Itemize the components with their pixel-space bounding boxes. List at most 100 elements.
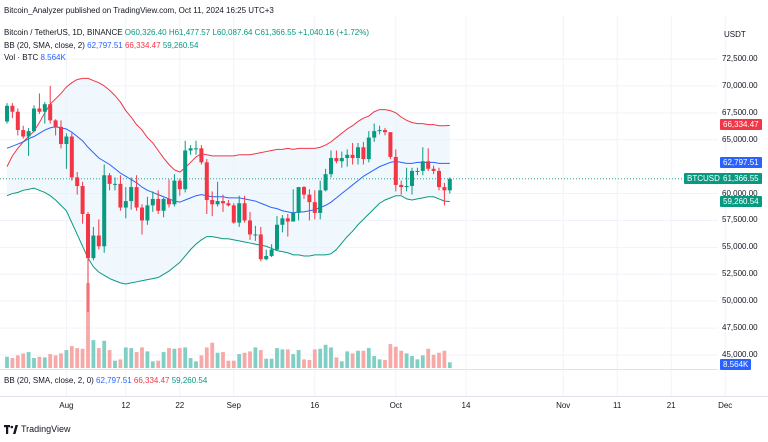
candle[interactable]: [350, 142, 355, 165]
candle[interactable]: [437, 167, 441, 191]
candle[interactable]: [366, 131, 371, 163]
candle[interactable]: [64, 133, 69, 169]
bb-basis-line[interactable]: [6, 126, 450, 214]
candle[interactable]: [129, 177, 134, 210]
candle[interactable]: [231, 203, 236, 224]
candle[interactable]: [183, 140, 188, 193]
bb-indicator-label[interactable]: BB (20, SMA, close, 2): [4, 41, 85, 50]
candle[interactable]: [102, 164, 107, 253]
candle[interactable]: [393, 149, 398, 192]
candle[interactable]: [53, 119, 58, 136]
candle[interactable]: [134, 175, 139, 211]
candle[interactable]: [10, 103, 15, 119]
candle[interactable]: [329, 150, 333, 178]
bb-upper-line[interactable]: [6, 77, 450, 173]
candle[interactable]: [399, 180, 404, 195]
candle[interactable]: [280, 215, 285, 233]
candle[interactable]: [210, 191, 215, 217]
candle[interactable]: [21, 125, 26, 139]
candle[interactable]: [264, 249, 269, 261]
candle[interactable]: [253, 225, 258, 241]
candle[interactable]: [431, 165, 436, 175]
candle[interactable]: [167, 179, 171, 208]
candle[interactable]: [404, 167, 409, 192]
candle[interactable]: [80, 181, 85, 224]
candle[interactable]: [123, 187, 128, 219]
sub-bb-label[interactable]: BB (20, SMA, close, 2, 0): [4, 376, 94, 385]
candle[interactable]: [215, 181, 220, 207]
candle[interactable]: [372, 123, 377, 142]
candle[interactable]: [59, 120, 63, 149]
candle[interactable]: [156, 190, 161, 214]
candle[interactable]: [269, 244, 274, 258]
candle[interactable]: [150, 191, 155, 212]
candle[interactable]: [113, 177, 117, 191]
candle[interactable]: [296, 187, 301, 221]
candle[interactable]: [275, 216, 279, 251]
candle[interactable]: [194, 140, 198, 155]
candle[interactable]: [307, 189, 312, 221]
candle[interactable]: [410, 167, 414, 195]
symbol-title[interactable]: Bitcoin / TetherUS, 1D, BINANCE: [4, 28, 123, 37]
candle[interactable]: [226, 200, 231, 207]
candle[interactable]: [145, 196, 150, 225]
candle[interactable]: [37, 93, 42, 114]
candle[interactable]: [334, 150, 339, 164]
candle[interactable]: [388, 132, 393, 160]
candle[interactable]: [5, 103, 9, 124]
candle[interactable]: [48, 85, 53, 124]
candle[interactable]: [26, 127, 31, 156]
candle[interactable]: [188, 145, 193, 155]
candle[interactable]: [86, 211, 90, 312]
candle[interactable]: [42, 102, 47, 124]
candle[interactable]: [426, 148, 431, 171]
candle[interactable]: [377, 125, 382, 135]
candle[interactable]: [177, 178, 182, 196]
candle-body: [64, 136, 69, 145]
candle[interactable]: [161, 197, 166, 218]
candle[interactable]: [356, 142, 360, 165]
candle[interactable]: [345, 149, 350, 167]
volume-bar: [415, 359, 420, 368]
candle[interactable]: [15, 108, 20, 136]
candle[interactable]: [69, 133, 74, 181]
candle[interactable]: [302, 186, 306, 199]
candle[interactable]: [248, 211, 252, 240]
candle[interactable]: [237, 195, 242, 227]
candle-body: [59, 126, 63, 145]
candle[interactable]: [32, 105, 36, 133]
candle[interactable]: [312, 190, 317, 220]
candle[interactable]: [323, 168, 328, 192]
volume-bar: [442, 350, 447, 368]
volume-bar: [53, 355, 58, 368]
currency-label[interactable]: USDT: [724, 30, 746, 39]
candle[interactable]: [318, 180, 323, 220]
candle[interactable]: [442, 182, 447, 206]
candle[interactable]: [140, 204, 144, 235]
volume-indicator-label[interactable]: Vol · BTC: [4, 53, 39, 62]
candle[interactable]: [415, 167, 420, 176]
candle[interactable]: [96, 219, 101, 250]
symbol-tag: BTCUSDT: [684, 172, 728, 184]
candle[interactable]: [204, 159, 209, 214]
candle[interactable]: [339, 151, 344, 168]
candle[interactable]: [107, 173, 112, 191]
pane-separator[interactable]: [0, 369, 718, 370]
bb-lower-line[interactable]: [6, 187, 450, 285]
candle[interactable]: [383, 127, 387, 136]
candle[interactable]: [242, 195, 247, 223]
candle[interactable]: [258, 226, 263, 262]
candle[interactable]: [172, 174, 177, 207]
candle[interactable]: [221, 194, 225, 212]
candle[interactable]: [199, 145, 204, 165]
candle-body: [123, 201, 128, 208]
candle[interactable]: [420, 147, 425, 176]
candle[interactable]: [91, 226, 96, 261]
candle[interactable]: [361, 141, 366, 165]
candle[interactable]: [291, 189, 296, 222]
candle[interactable]: [75, 172, 80, 195]
candle[interactable]: [285, 213, 290, 237]
candle[interactable]: [447, 177, 452, 194]
candle[interactable]: [118, 175, 123, 211]
